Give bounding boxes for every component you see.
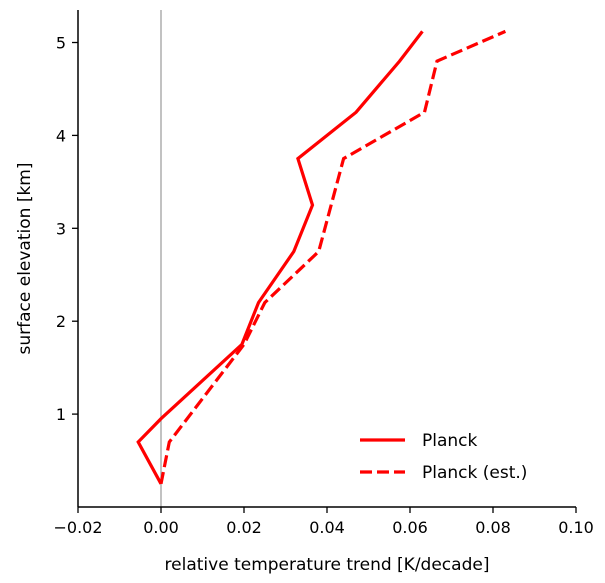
- x-tick-label: 0.02: [226, 518, 262, 537]
- axes-layer: [77, 10, 576, 508]
- y-tick-label: 3: [56, 219, 66, 238]
- x-tick-label: 0.08: [475, 518, 511, 537]
- x-ticks: −0.02 0.00 0.02 0.04 0.06 0.08 0.10: [53, 507, 594, 537]
- series-line-planck: [136, 30, 424, 485]
- legend: Planck Planck (est.): [360, 431, 527, 483]
- y-tick-label: 1: [56, 405, 66, 424]
- x-tick-label: 0.00: [143, 518, 179, 537]
- y-tick-label: 4: [56, 126, 66, 145]
- y-tick-label: 5: [56, 34, 66, 53]
- y-ticks: 1 2 3 4 5: [56, 34, 78, 424]
- legend-label-planck: Planck: [422, 431, 478, 451]
- y-tick-label: 2: [56, 312, 66, 331]
- x-tick-label: 0.10: [558, 518, 594, 537]
- x-tick-label: 0.04: [309, 518, 345, 537]
- legend-label-planck-est: Planck (est.): [422, 463, 527, 483]
- x-axis-label: relative temperature trend [K/decade]: [165, 555, 490, 575]
- series-layer: [136, 29, 507, 485]
- y-axis-label: surface elevation [km]: [15, 163, 35, 355]
- x-tick-label: −0.02: [53, 518, 102, 537]
- x-tick-label: 0.06: [392, 518, 428, 537]
- series-line-planck-est: [159, 29, 507, 485]
